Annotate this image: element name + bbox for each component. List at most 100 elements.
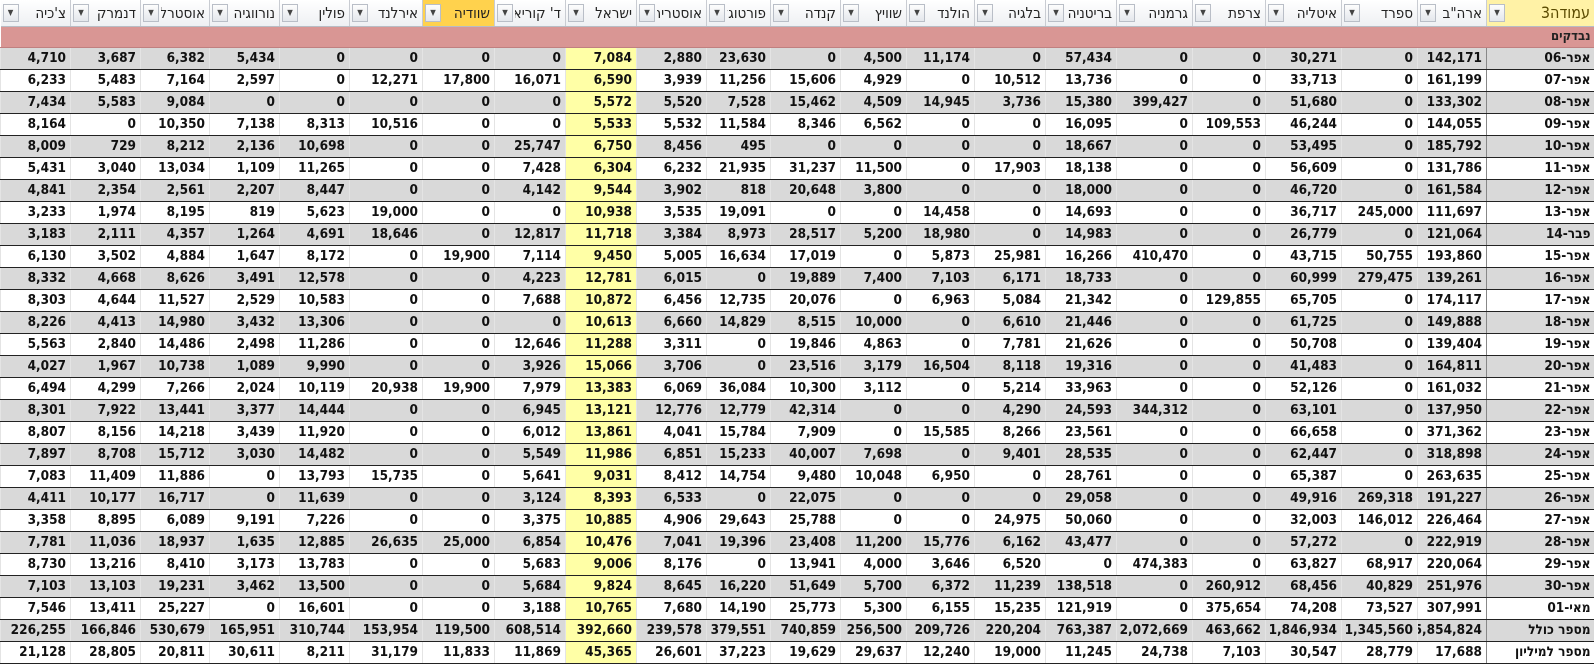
data-cell[interactable]: 0 xyxy=(840,509,907,532)
data-cell[interactable]: 9,031 xyxy=(565,465,637,488)
data-cell[interactable]: 10,885 xyxy=(565,509,637,532)
data-cell[interactable]: 3,188 xyxy=(494,597,566,620)
data-cell[interactable]: 6,562 xyxy=(840,113,907,136)
data-cell[interactable]: 1,109 xyxy=(209,157,280,180)
data-cell[interactable]: 14,980 xyxy=(140,311,210,334)
data-cell[interactable]: 0 xyxy=(1192,179,1266,202)
data-cell[interactable]: 14,754 xyxy=(706,465,771,488)
data-cell[interactable]: 0 xyxy=(1192,333,1266,356)
data-cell[interactable]: 30,271 xyxy=(1265,47,1342,70)
data-cell[interactable]: 0 xyxy=(974,179,1046,202)
data-cell[interactable]: 17,019 xyxy=(770,245,841,268)
column-header[interactable]: קנדה ▼ xyxy=(770,0,841,27)
data-cell[interactable]: 1,089 xyxy=(209,355,280,378)
data-cell[interactable]: 16,504 xyxy=(906,355,975,378)
data-cell[interactable]: 6,950 xyxy=(906,465,975,488)
data-cell[interactable]: 0 xyxy=(906,179,975,202)
row-label-cell[interactable]: 12-אפר xyxy=(1486,179,1594,202)
data-cell[interactable]: 24,738 xyxy=(1116,641,1193,664)
data-cell[interactable]: 13,306 xyxy=(279,311,350,334)
data-cell[interactable]: 15,585 xyxy=(906,421,975,444)
data-cell[interactable]: 7,164 xyxy=(140,69,210,92)
data-cell[interactable]: 6,963 xyxy=(906,289,975,312)
data-cell[interactable]: 3,183 xyxy=(0,223,71,246)
data-cell[interactable]: 15,066 xyxy=(565,355,637,378)
data-cell[interactable]: 239,578 xyxy=(636,619,707,642)
data-cell[interactable]: 0 xyxy=(422,179,495,202)
row-label-cell[interactable]: 01-מאי xyxy=(1486,597,1594,620)
data-cell[interactable]: 15,233 xyxy=(706,443,771,466)
data-cell[interactable]: 50,060 xyxy=(1045,509,1117,532)
data-cell[interactable]: 7,897 xyxy=(0,443,71,466)
data-cell[interactable]: 4,299 xyxy=(70,377,141,400)
data-cell[interactable]: 0 xyxy=(422,157,495,180)
data-cell[interactable]: 28,761 xyxy=(1045,465,1117,488)
data-cell[interactable]: 8,456 xyxy=(636,135,707,158)
column-header[interactable]: אוסטריה ▼ xyxy=(636,0,707,27)
data-cell[interactable]: 7,083 xyxy=(0,465,71,488)
data-cell[interactable]: 10,583 xyxy=(279,289,350,312)
data-cell[interactable]: 0 xyxy=(906,377,975,400)
data-cell[interactable]: 410,470 xyxy=(1116,245,1193,268)
data-cell[interactable]: 12,779 xyxy=(706,399,771,422)
filter-dropdown-icon[interactable]: ▼ xyxy=(282,4,298,22)
data-cell[interactable]: 13,500 xyxy=(279,575,350,598)
data-cell[interactable]: 4,223 xyxy=(494,267,566,290)
data-cell[interactable]: 18,000 xyxy=(1045,179,1117,202)
data-cell[interactable]: 0 xyxy=(1192,377,1266,400)
data-cell[interactable]: 0 xyxy=(906,399,975,422)
data-cell[interactable]: 5,431 xyxy=(0,157,71,180)
data-cell[interactable]: 15,776 xyxy=(906,531,975,554)
column-header[interactable]: ארה"ב ▼ xyxy=(1417,0,1487,27)
data-cell[interactable]: 6,015 xyxy=(636,267,707,290)
data-cell[interactable]: 5,005 xyxy=(636,245,707,268)
data-cell[interactable]: 0 xyxy=(1116,355,1193,378)
data-cell[interactable]: 111,697 xyxy=(1417,201,1487,224)
data-cell[interactable]: 17,903 xyxy=(974,157,1046,180)
data-cell[interactable]: 0 xyxy=(1192,245,1266,268)
data-cell[interactable]: 0 xyxy=(1192,553,1266,576)
column-header[interactable]: איטליה ▼ xyxy=(1265,0,1342,27)
data-cell[interactable]: 7,979 xyxy=(494,377,566,400)
data-cell[interactable]: 495 xyxy=(706,135,771,158)
data-cell[interactable]: 0 xyxy=(840,245,907,268)
data-cell[interactable]: 4,357 xyxy=(140,223,210,246)
data-cell[interactable]: 0 xyxy=(1341,377,1418,400)
data-cell[interactable]: 8,212 xyxy=(140,135,210,158)
data-cell[interactable]: 0 xyxy=(494,311,566,334)
data-cell[interactable]: 3,030 xyxy=(209,443,280,466)
data-cell[interactable]: 10,872 xyxy=(565,289,637,312)
data-cell[interactable]: 2,840 xyxy=(70,333,141,356)
row-label-cell[interactable]: 13-אפר xyxy=(1486,201,1594,224)
data-cell[interactable]: 131,786 xyxy=(1417,157,1487,180)
row-label-cell[interactable]: 27-אפר xyxy=(1486,509,1594,532)
data-cell[interactable]: 0 xyxy=(974,113,1046,136)
data-cell[interactable]: 6,945 xyxy=(494,399,566,422)
data-cell[interactable]: 0 xyxy=(349,509,423,532)
data-cell[interactable]: 37,223 xyxy=(706,641,771,664)
data-cell[interactable]: 9,191 xyxy=(209,509,280,532)
data-cell[interactable]: 15,235 xyxy=(974,597,1046,620)
data-cell[interactable]: 819 xyxy=(209,201,280,224)
data-cell[interactable]: 41,483 xyxy=(1265,355,1342,378)
data-cell[interactable]: 9,990 xyxy=(279,355,350,378)
data-cell[interactable]: 10,938 xyxy=(565,201,637,224)
data-cell[interactable]: 0 xyxy=(349,267,423,290)
data-cell[interactable]: 3,502 xyxy=(70,245,141,268)
data-cell[interactable]: 0 xyxy=(974,201,1046,224)
data-cell[interactable]: 5,300 xyxy=(840,597,907,620)
data-cell[interactable]: 0 xyxy=(422,289,495,312)
data-cell[interactable]: 5,200 xyxy=(840,223,907,246)
data-cell[interactable]: 0 xyxy=(349,487,423,510)
data-cell[interactable]: 0 xyxy=(279,69,350,92)
data-cell[interactable]: 13,441 xyxy=(140,399,210,422)
data-cell[interactable]: 0 xyxy=(1192,91,1266,114)
data-cell[interactable]: 6,660 xyxy=(636,311,707,334)
row-label-cell[interactable]: 30-אפר xyxy=(1486,575,1594,598)
data-cell[interactable]: 0 xyxy=(1116,201,1193,224)
data-cell[interactable]: 6,155 xyxy=(906,597,975,620)
data-cell[interactable]: 8,895 xyxy=(70,509,141,532)
data-cell[interactable]: 138,518 xyxy=(1045,575,1117,598)
data-cell[interactable]: 1,635 xyxy=(209,531,280,554)
data-cell[interactable]: 4,000 xyxy=(840,553,907,576)
